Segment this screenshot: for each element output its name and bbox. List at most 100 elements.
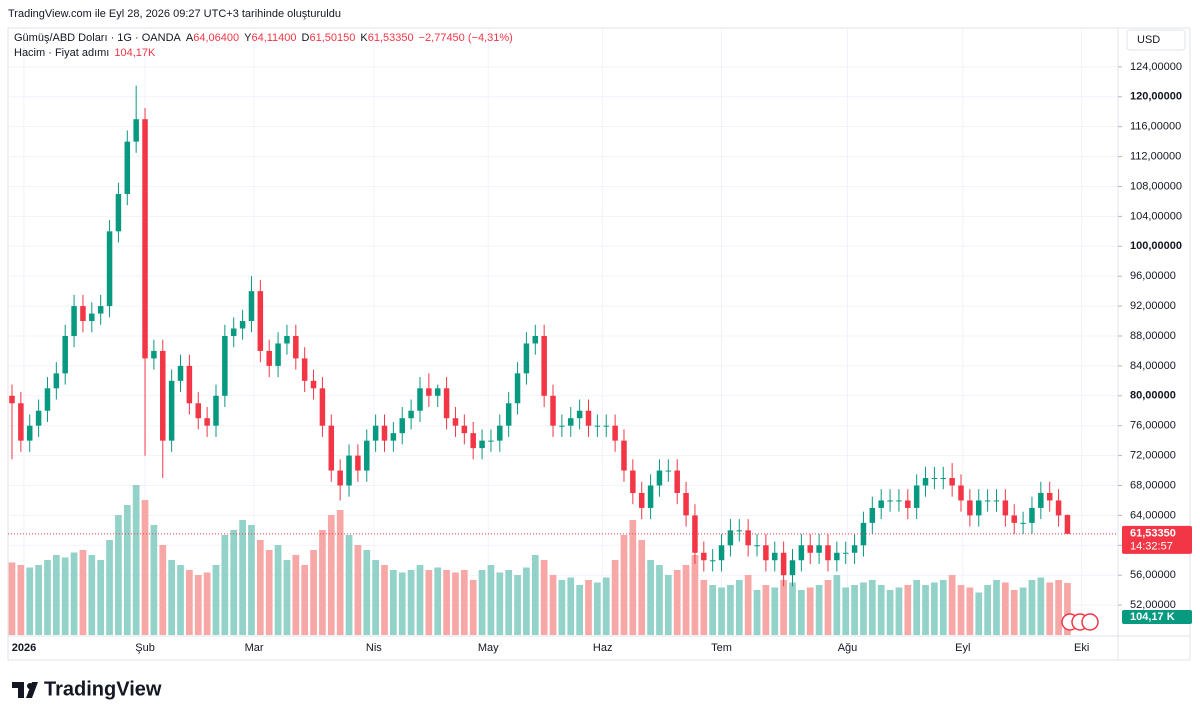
volume-bar [496, 572, 504, 635]
candle-body [1029, 507, 1035, 523]
volume-bar [682, 565, 690, 635]
volume-bar [833, 575, 841, 635]
candle-body [878, 500, 884, 508]
candle-body [195, 403, 201, 419]
candle-body [9, 395, 15, 404]
candle-body [390, 433, 397, 441]
volume-label: 104,17 K [1130, 611, 1175, 623]
candle-body [1002, 500, 1009, 516]
volume-bar [922, 585, 929, 635]
candle-body [381, 425, 388, 441]
y-tick-label: 56,00000 [1130, 569, 1176, 581]
volume-bar [1055, 580, 1062, 635]
candle-body [452, 418, 459, 426]
volume-bar [460, 570, 468, 635]
candle-body [26, 425, 33, 441]
y-tick-label: 120,00000 [1130, 91, 1182, 103]
volume-bar [984, 585, 991, 635]
currency-button[interactable] [1126, 29, 1186, 51]
volume-bar [194, 575, 202, 635]
volume-bar [354, 545, 362, 635]
volume-bar [1028, 580, 1036, 635]
volume-bar [877, 585, 885, 635]
volume-bar [549, 575, 557, 635]
candle-body [266, 350, 272, 366]
ohlc-value: 61,53350 [368, 32, 414, 44]
candle-body [44, 388, 51, 411]
y-tick-label: 96,00000 [1130, 270, 1176, 282]
y-tick-label: 76,00000 [1130, 420, 1176, 432]
candle-body [213, 395, 219, 426]
ohlc-key: K [360, 32, 368, 44]
candles [9, 85, 1071, 587]
volume-bar [345, 535, 353, 635]
candle-body [328, 425, 335, 471]
candle-body [816, 545, 822, 553]
candle-body [426, 388, 432, 396]
candle-body [505, 403, 512, 426]
volume-bar [452, 572, 459, 635]
y-tick-label: 52,00000 [1130, 599, 1176, 611]
candle-body [497, 425, 503, 441]
candle-body [922, 478, 929, 486]
volume-bar [540, 560, 548, 635]
volume-bar [265, 550, 273, 635]
candle-body [621, 440, 627, 471]
volume-bar [656, 565, 663, 635]
candle-body [372, 425, 379, 441]
candle-body [772, 552, 778, 561]
volume-title: Hacim · Fiyat adımı [14, 47, 109, 59]
candle-body [53, 373, 60, 389]
candle-body [1055, 500, 1062, 516]
ohlc-value: 64,06400 [193, 32, 239, 44]
x-tick-label: Mar [245, 642, 264, 654]
candle-body [293, 335, 299, 359]
candle-body [842, 552, 849, 554]
volume-bar [798, 590, 805, 635]
candle-body [967, 500, 973, 516]
volume-bar [363, 550, 371, 635]
change: −2,77450 (−4,31%) [419, 32, 513, 44]
candle-body [1020, 522, 1026, 524]
candle-body [479, 440, 485, 449]
y-tick-label: 80,00000 [1130, 390, 1176, 402]
volume-bar [1010, 590, 1018, 635]
candle-body [177, 365, 184, 381]
candle-body [754, 545, 760, 547]
volume-bar [966, 587, 974, 635]
volume-bar [79, 550, 87, 635]
y-tick-label: 64,00000 [1130, 509, 1176, 521]
y-tick-label: 100,00000 [1130, 240, 1182, 252]
candle-body [692, 515, 698, 553]
volume-bar [523, 567, 530, 635]
volume-bar [744, 575, 752, 635]
candle-body [284, 335, 290, 344]
countdown: 14:32:57 [1130, 541, 1173, 553]
last-price-label: 61,53350 [1130, 528, 1176, 540]
candle-body [355, 455, 361, 471]
volume-bar [718, 587, 725, 635]
candle-body [576, 410, 583, 419]
volume-bar [186, 570, 193, 635]
volume-bar [993, 580, 1000, 635]
volume-bar [416, 565, 424, 635]
volume-bar [505, 570, 513, 635]
candle-body [337, 470, 343, 486]
volume-bar [948, 575, 956, 635]
volume-bar [629, 520, 637, 635]
volume-bar [620, 535, 628, 635]
candle-body [62, 335, 68, 374]
candle-body [160, 350, 166, 441]
candle-body [142, 119, 148, 359]
volume-bar [221, 535, 229, 635]
volume-bar [735, 580, 743, 635]
volume-bar [8, 562, 16, 635]
candle-body [745, 530, 751, 546]
currency[interactable]: USD [1137, 34, 1160, 46]
candle-body [763, 545, 769, 561]
y-tick-label: 104,00000 [1130, 210, 1182, 222]
created-note: TradingView.com ile Eyl 28, 2026 09:27 U… [8, 8, 341, 20]
candle-body [798, 545, 805, 561]
y-tick-label: 72,00000 [1130, 449, 1176, 461]
volume-bar [443, 570, 450, 635]
